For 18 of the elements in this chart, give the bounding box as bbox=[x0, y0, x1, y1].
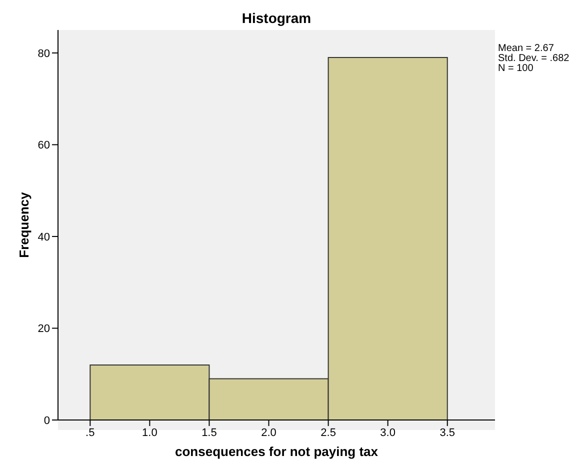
text: N = 100 bbox=[498, 63, 534, 74]
x-tick-label: 3.0 bbox=[380, 426, 396, 439]
x-tick-label: 1.5 bbox=[202, 426, 217, 439]
y-axis-title: Frequency bbox=[16, 191, 32, 258]
y-tick-label: 0 bbox=[44, 414, 50, 427]
y-tick-label: 60 bbox=[38, 140, 50, 152]
text: Mean = 2.67 bbox=[498, 43, 555, 54]
x-tick-label: 2.5 bbox=[320, 426, 336, 439]
x-tick-label: 3.5 bbox=[440, 426, 456, 439]
chart-title: Histogram bbox=[240, 10, 312, 26]
y-tick-label: 80 bbox=[38, 48, 50, 60]
y-tick-label: 40 bbox=[38, 231, 50, 244]
x-tick-label: .5 bbox=[86, 426, 95, 439]
text: Std. Dev. = .682 bbox=[498, 53, 570, 64]
y-tick-label: 20 bbox=[38, 323, 50, 336]
x-axis-title: consequences for not paying tax bbox=[175, 444, 379, 459]
x-tick-label: 2.0 bbox=[261, 426, 276, 439]
x-tick-label: 1.0 bbox=[142, 426, 158, 439]
